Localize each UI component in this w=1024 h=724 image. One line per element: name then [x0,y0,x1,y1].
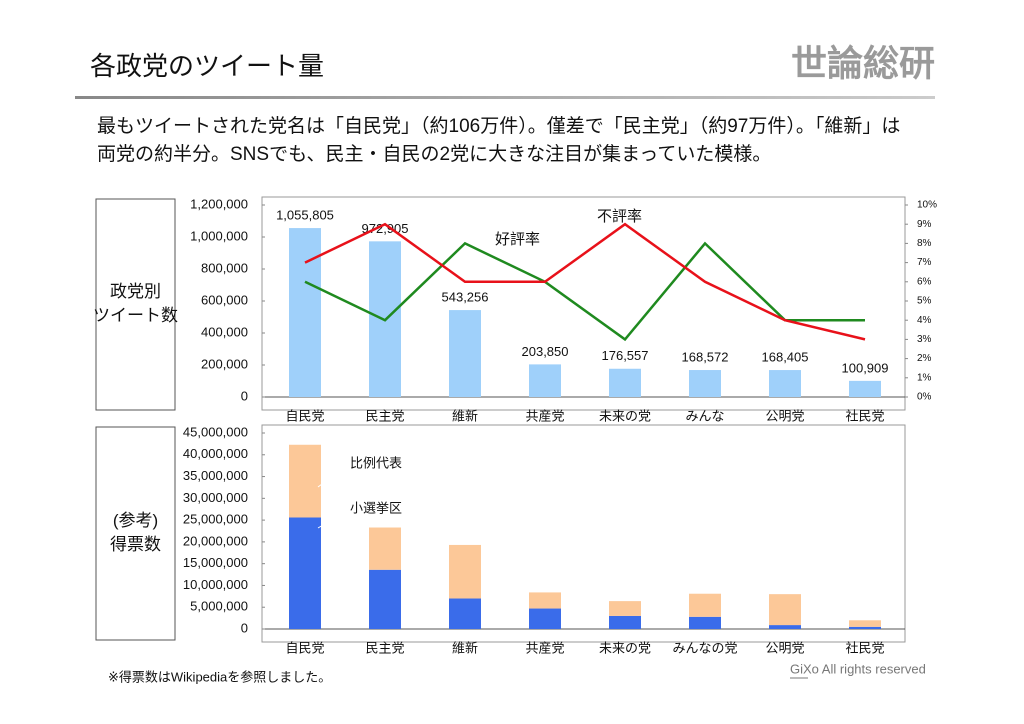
x-tick-label: 自民党 [285,640,324,655]
bar-segment [369,569,401,629]
y-tick-label: 15,000,000 [183,555,248,570]
bar-segment [609,601,641,616]
bar [529,364,561,397]
slide-title: 各政党のツイート量 [90,51,324,81]
y-tick-label: 600,000 [201,292,248,307]
bar-segment [529,592,561,609]
y2-tick-label: 0% [917,392,932,403]
bar-segment [689,616,721,629]
y-axis-label: 得票数 [110,535,161,554]
copyright: GiXo All rights reserved [790,661,926,676]
plot-frame [261,196,906,411]
bar [849,380,881,397]
y2-tick-label: 6% [917,276,932,287]
label-leader [317,511,346,529]
y-tick-label: 25,000,000 [183,512,248,527]
bar-segment [769,594,801,626]
y-axis-label: ツイート数 [93,306,178,325]
bar [289,228,321,397]
y-tick-label: 45,000,000 [183,424,248,439]
y2-tick-label: 3% [917,334,932,345]
x-tick-label: 維新 [452,408,478,423]
bar-segment [369,527,401,570]
y-tick-label: 400,000 [201,324,248,339]
y2-tick-label: 1% [917,372,932,383]
bar [769,370,801,397]
series-label: 比例代表 [350,455,402,470]
bar [449,310,481,397]
side-label-box [95,198,176,411]
x-tick-label: 公明党 [765,408,804,423]
bar-segment [849,626,881,629]
x-tick-label: 未来の党 [599,408,651,423]
y-tick-label: 20,000,000 [183,533,248,548]
y-tick-label: 200,000 [201,356,248,371]
y2-tick-label: 8% [917,238,932,249]
value-label: 203,850 [522,344,569,359]
x-tick-label: 共産党 [525,408,564,423]
line-series [304,222,866,341]
y-tick-label: 5,000,000 [190,599,248,614]
y-tick-label: 35,000,000 [183,468,248,483]
plot-frame [261,424,906,643]
y-tick-label: 0 [241,388,248,403]
y2-tick-label: 4% [917,315,932,326]
x-tick-label: みんなの党 [672,640,737,655]
y-tick-label: 1,200,000 [190,196,248,211]
x-tick-label: 共産党 [525,640,564,655]
series-label: 不評率 [597,208,642,225]
x-tick-label: 自民党 [285,408,324,423]
lead-line: 両党の約半分。SNSでも、民主・自民の2党に大きな注目が集まっていた模様。 [97,143,771,165]
bar-segment [769,625,801,629]
bar [689,370,721,397]
title-rule [75,96,935,99]
value-label: 168,572 [682,349,729,364]
y-tick-label: 0 [241,620,248,635]
y-tick-label: 800,000 [201,260,248,275]
bar-segment [449,598,481,629]
logo: 世論総研 [791,43,935,84]
bar-segment [849,620,881,627]
bar-segment [529,608,561,629]
x-tick-label: 未来の党 [599,640,651,655]
y2-tick-label: 5% [917,296,932,307]
value-label: 543,256 [442,290,489,305]
value-label: 1,055,805 [276,208,334,223]
bar-segment [289,444,321,518]
value-label: 100,909 [842,360,889,375]
bar-segment [609,615,641,629]
y2-tick-label: 2% [917,353,932,364]
footnote: ※得票数はWikipediaを参照しました。 [108,669,331,684]
y-axis-label: (参考) [113,511,158,530]
y2-tick-label: 7% [917,257,932,268]
y-tick-label: 10,000,000 [183,577,248,592]
line-series [304,241,865,342]
x-tick-label: 民主党 [365,640,404,655]
bar [609,368,641,397]
value-label: 168,405 [762,349,809,364]
bar-segment [449,544,481,599]
x-tick-label: 社民党 [845,640,884,655]
lead-line: 最もツイートされた党名は「自民党」（約106万件）。僅差で「民主党」（約97万件… [97,115,900,137]
series-label: 小選挙区 [350,500,402,515]
x-tick-label: 社民党 [845,408,884,423]
y-axis-label: 政党別 [110,282,161,301]
side-label-box [95,426,176,641]
y2-tick-label: 9% [917,219,932,230]
y-tick-label: 1,000,000 [190,228,248,243]
y-tick-label: 30,000,000 [183,490,248,505]
x-tick-label: 民主党 [365,408,404,423]
label-leader [317,466,346,488]
series-label: 好評率 [495,231,540,248]
y2-tick-label: 10% [917,200,937,211]
x-tick-label: 維新 [452,640,478,655]
value-label: 176,557 [602,348,649,363]
bar-segment [689,593,721,617]
x-tick-label: 公明党 [765,640,804,655]
bar-segment [289,517,321,629]
y-tick-label: 40,000,000 [183,446,248,461]
x-tick-label: みんな [685,408,724,423]
